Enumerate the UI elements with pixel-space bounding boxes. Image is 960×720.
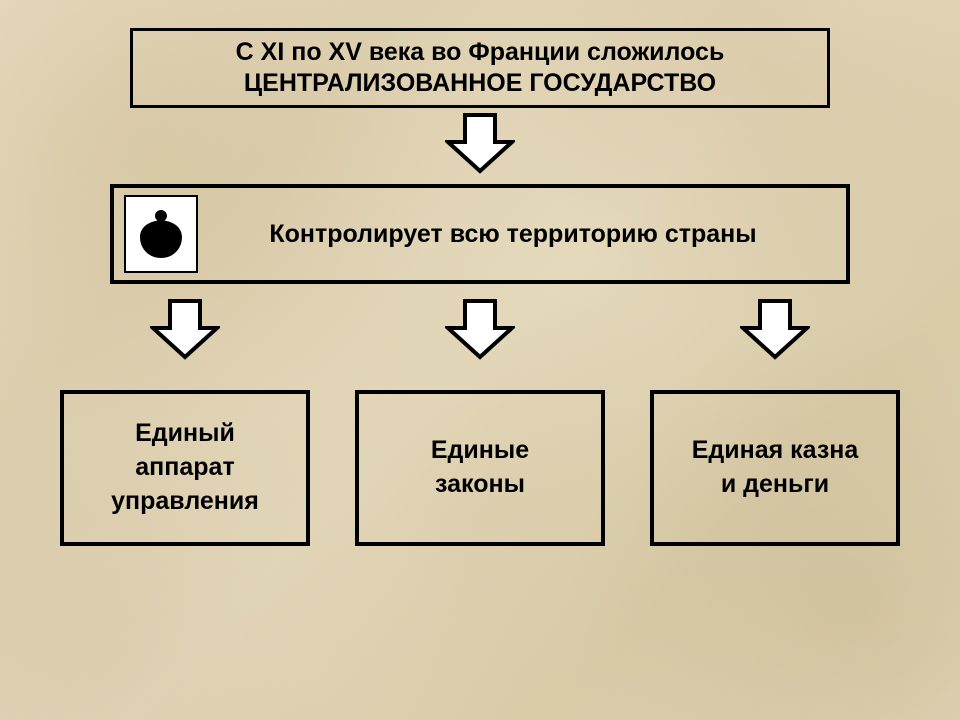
bottom-box-2-l1: Единые [431, 434, 529, 468]
bottom-box-1-l3: управления [111, 485, 259, 519]
arrow-down-4 [740, 298, 810, 360]
arrow-down-3 [445, 298, 515, 360]
bottom-box-1-l2: аппарат [111, 451, 259, 485]
bottom-box-3-l2: и деньги [692, 468, 859, 502]
bottom-box-2: Единые законы [355, 390, 605, 546]
arrow-down-2 [150, 298, 220, 360]
top-title-line1: С XI по XV века во Франции сложилось [236, 37, 725, 68]
bottom-box-3-l1: Единая казна [692, 434, 859, 468]
bottom-box-1: Единый аппарат управления [60, 390, 310, 546]
bottom-box-3: Единая казна и деньги [650, 390, 900, 546]
crown-icon-frame [124, 195, 198, 273]
top-title-line2: ЦЕНТРАЛИЗОВАННОЕ ГОСУДАРСТВО [244, 68, 716, 99]
mid-box: Контролирует всю территорию страны [110, 184, 850, 284]
top-title-box: С XI по XV века во Франции сложилось ЦЕН… [130, 28, 830, 108]
bottom-box-1-l1: Единый [111, 417, 259, 451]
bottom-box-2-l2: законы [431, 468, 529, 502]
crown-icon [131, 202, 191, 266]
mid-box-text: Контролирует всю территорию страны [210, 220, 846, 249]
arrow-down-1 [445, 112, 515, 174]
